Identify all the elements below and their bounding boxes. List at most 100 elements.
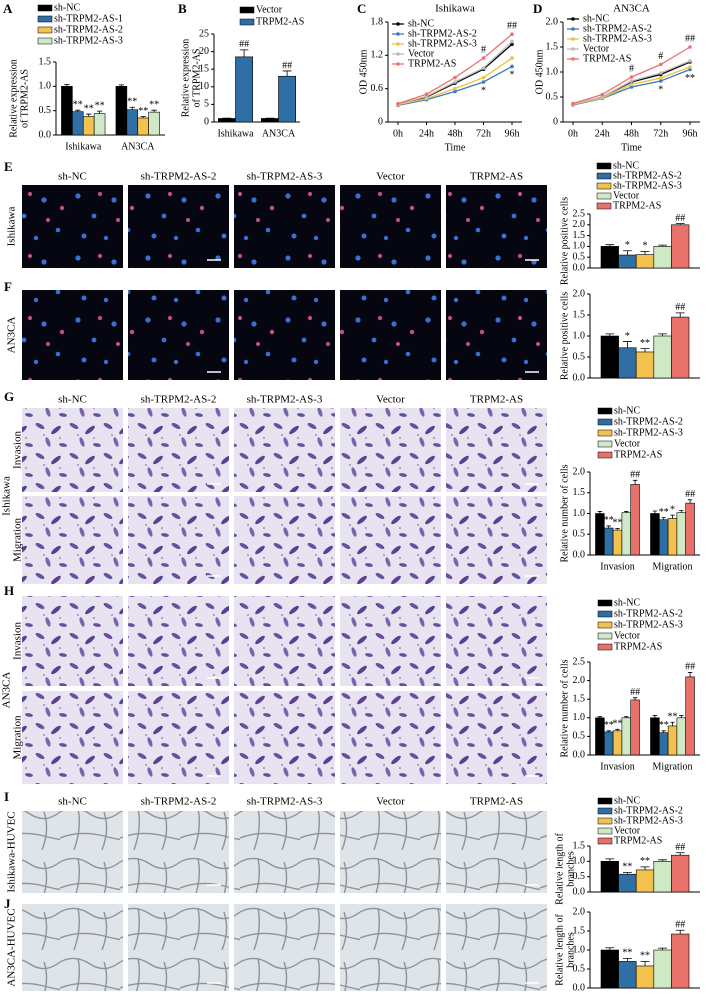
legend-swatch: [597, 643, 613, 651]
legend-label: TRPM2-AS: [613, 200, 661, 211]
legend-marker: [571, 57, 575, 61]
column-header: TRPM2-AS: [470, 394, 523, 406]
micrograph: [446, 185, 547, 268]
y-tick-label: 0.5: [573, 351, 586, 362]
x-tick-label: 0h: [568, 128, 578, 139]
legend-marker: [396, 22, 400, 26]
y-axis-label: of TRPM2-AS: [19, 69, 30, 128]
error-bar: [658, 859, 667, 862]
significance: **: [622, 948, 632, 959]
significance: ##: [675, 302, 685, 313]
error-bar: [661, 730, 666, 733]
row-label: Ishikawa: [6, 207, 18, 247]
bar: [635, 254, 655, 269]
micrograph: [128, 290, 229, 380]
panel-letter: G: [4, 389, 14, 404]
error-bar: [606, 730, 611, 732]
micrograph: [22, 811, 123, 893]
bar: [618, 961, 637, 989]
legend-label: sh-TRPM2-AS-2: [613, 170, 682, 181]
panel-letter: D: [533, 1, 542, 16]
error-bar: [640, 250, 650, 255]
error-bar: [615, 728, 620, 731]
legend-label: Vector: [614, 630, 641, 641]
bar: [218, 118, 236, 123]
micrograph: [128, 691, 229, 784]
y-tick-label: 0.5: [573, 871, 586, 882]
micrograph: [340, 811, 441, 893]
y-tick-label: 0.5: [573, 529, 586, 540]
x-tick-label: 72h: [476, 128, 491, 139]
bar: [618, 347, 637, 379]
significance: ##: [507, 21, 517, 32]
y-tick-label: 1.0: [573, 241, 586, 252]
y-axis-label: Relative positive cells: [559, 197, 570, 285]
significance: ##: [282, 60, 292, 71]
y-tick-label: 2.5: [573, 656, 586, 667]
y-tick-label: 0.5: [546, 91, 559, 102]
column-header: sh-NC: [58, 394, 87, 406]
point: [629, 79, 634, 83]
micrograph: [22, 185, 123, 268]
y-axis-label: Relative positive cells: [559, 292, 570, 380]
panel-letter: A: [3, 1, 13, 16]
point: [453, 89, 457, 94]
significance: ##: [685, 33, 695, 44]
column-header: Vector: [376, 796, 405, 808]
y-axis-label: branches: [565, 932, 576, 968]
y-tick-label: 20: [199, 46, 209, 57]
significance: #: [629, 63, 634, 74]
significance: **: [685, 73, 695, 84]
y-tick-label: 1.0: [573, 856, 586, 867]
bar: [653, 949, 672, 989]
legend-swatch: [596, 182, 612, 190]
column-header: sh-NC: [58, 796, 87, 808]
significance: **: [149, 99, 159, 110]
legend-label: Vector: [256, 4, 283, 15]
significance: **: [84, 103, 94, 114]
error-bar: [675, 312, 685, 318]
y-tick-label: 1.0: [546, 66, 559, 77]
y-tick-label: 0.0: [573, 372, 586, 383]
bar: [635, 965, 655, 989]
significance: #: [481, 44, 486, 55]
y-tick-label: 2.0: [573, 288, 586, 299]
bar: [148, 111, 160, 136]
point: [629, 82, 634, 87]
y-tick-label: 1.5: [573, 840, 586, 851]
micrograph: [128, 408, 229, 492]
significance: *: [481, 85, 486, 96]
column-header: sh-TRPM2-AS-3: [247, 394, 323, 406]
significance: #: [658, 51, 663, 62]
bar: [653, 861, 672, 893]
bar: [600, 246, 619, 269]
error-bar: [623, 957, 632, 962]
point: [600, 92, 605, 97]
significance: **: [668, 712, 678, 723]
y-tick-label: 0.0: [573, 749, 586, 760]
error-bar: [623, 341, 632, 348]
point: [396, 101, 400, 106]
bar: [260, 118, 279, 123]
legend-label: sh-TRPM2-AS-3: [583, 33, 652, 44]
error-bar: [615, 528, 620, 531]
x-tick-label: 48h: [624, 128, 639, 139]
y-tick-label: 1.5: [573, 230, 586, 241]
legend-label: sh-TRPM2-AS-2: [614, 805, 683, 816]
y-tick-label: 0.0: [573, 262, 586, 273]
column-header: TRPM2-AS: [470, 796, 523, 808]
legend-swatch: [596, 192, 612, 200]
error-bar: [64, 83, 70, 87]
point: [510, 42, 514, 47]
significance: **: [604, 515, 614, 526]
y-tick-label: 15: [199, 63, 209, 74]
legend-label: Vector: [408, 48, 435, 59]
bar: [278, 75, 297, 123]
significance: **: [73, 99, 83, 110]
panel-letter: J: [4, 896, 11, 911]
legend-label: sh-NC: [614, 795, 640, 806]
error-bar: [658, 333, 667, 336]
bar: [603, 527, 614, 556]
panel-letter: B: [178, 1, 187, 16]
bar: [685, 502, 695, 556]
